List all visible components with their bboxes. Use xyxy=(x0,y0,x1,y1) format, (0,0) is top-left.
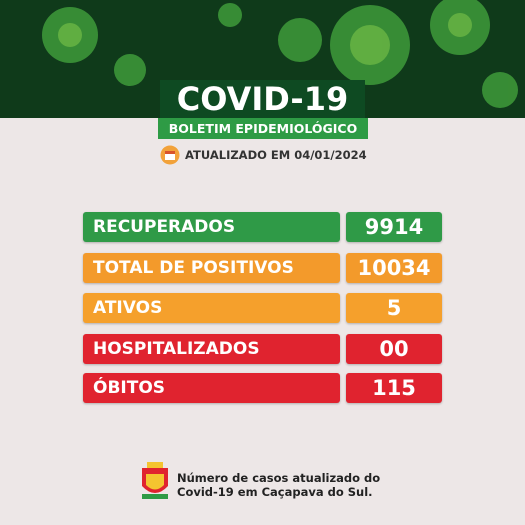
stat-value: 00 xyxy=(346,334,442,364)
stat-value: 115 xyxy=(346,373,442,403)
stat-value: 9914 xyxy=(346,212,442,242)
stat-label: TOTAL DE POSITIVOS xyxy=(83,253,340,283)
stat-label: HOSPITALIZADOS xyxy=(83,334,340,364)
stat-label: ÓBITOS xyxy=(83,373,340,403)
footer-line: Covid-19 em Caçapava do Sul. xyxy=(177,485,373,499)
updated-date: ATUALIZADO EM 04/01/2024 xyxy=(185,148,367,162)
stat-value: 5 xyxy=(346,293,442,323)
city-emblem xyxy=(142,462,168,499)
stat-label: RECUPERADOS xyxy=(83,212,340,242)
stat-value: 10034 xyxy=(346,253,442,283)
footer-line: Número de casos atualizado do xyxy=(177,471,381,485)
title: COVID-19 xyxy=(160,80,365,118)
footer-text: Número de casos atualizado do Covid-19 e… xyxy=(177,471,380,499)
calendar-icon xyxy=(160,145,180,165)
subtitle: BOLETIM EPIDEMIOLÓGICO xyxy=(158,118,368,139)
stat-label: ATIVOS xyxy=(83,293,340,323)
